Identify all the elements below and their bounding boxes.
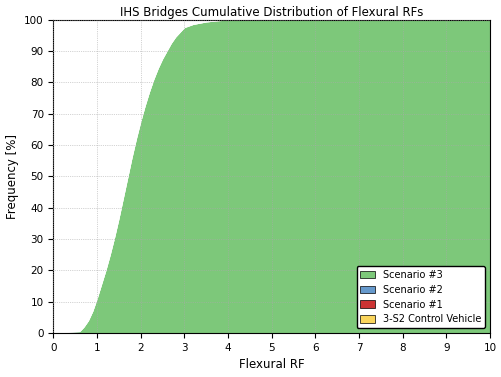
Legend: Scenario #3, Scenario #2, Scenario #1, 3-S2 Control Vehicle: Scenario #3, Scenario #2, Scenario #1, 3… [356,266,484,328]
Y-axis label: Frequency [%]: Frequency [%] [6,134,19,219]
Title: IHS Bridges Cumulative Distribution of Flexural RFs: IHS Bridges Cumulative Distribution of F… [120,6,422,18]
X-axis label: Flexural RF: Flexural RF [238,359,304,371]
